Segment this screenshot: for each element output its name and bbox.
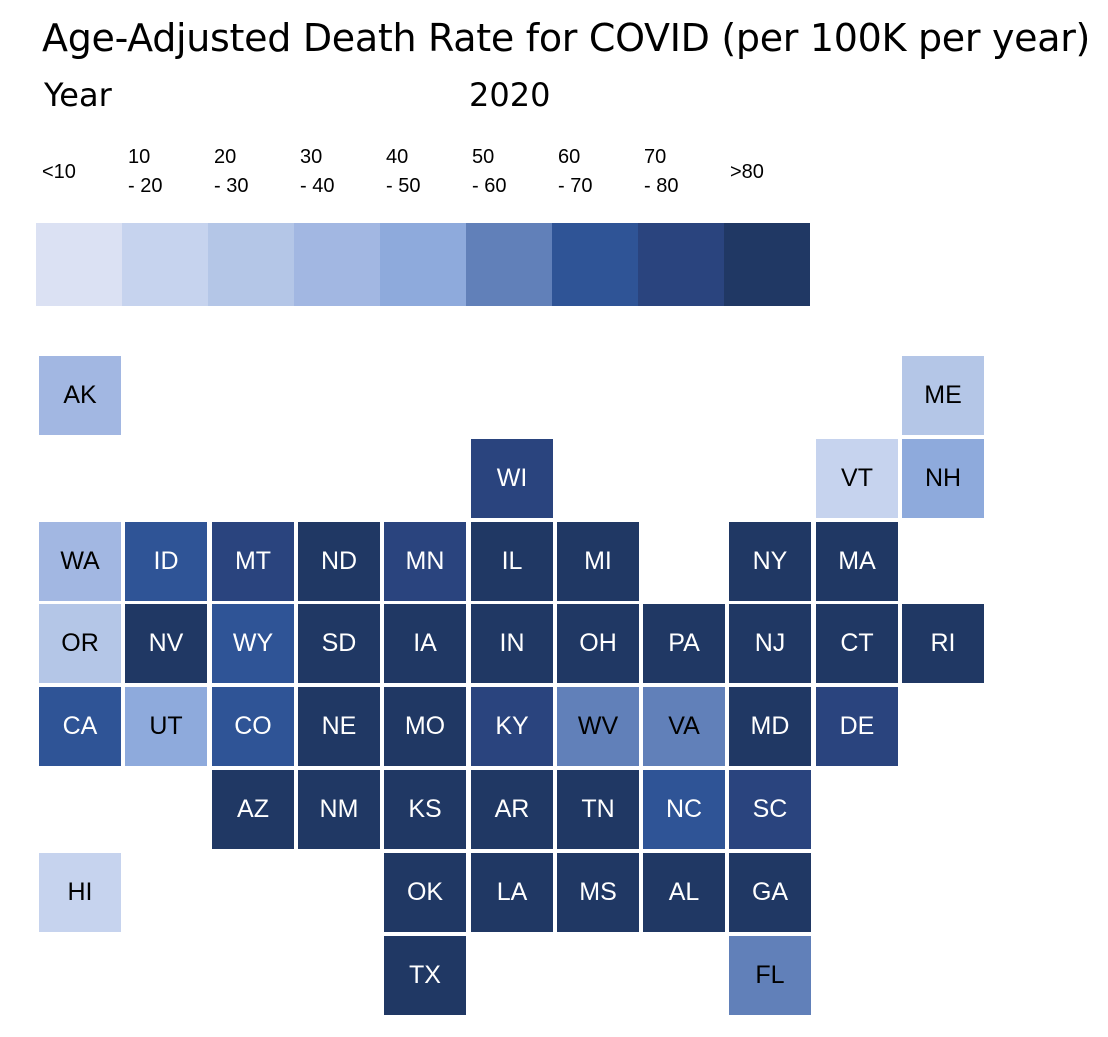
state-tile-ga: GA — [729, 853, 811, 932]
legend-label: >80 — [730, 161, 764, 183]
state-tile-oh: OH — [557, 604, 639, 683]
state-tile-ms: MS — [557, 853, 639, 932]
legend-label: 70 - 80 — [644, 146, 679, 197]
year-label: Year — [44, 76, 112, 114]
state-tile-co: CO — [212, 687, 294, 766]
state-tile-id: ID — [125, 522, 207, 601]
state-tile-ar: AR — [471, 770, 553, 849]
legend-swatch — [638, 223, 724, 306]
state-tile-wy: WY — [212, 604, 294, 683]
legend-label: 50 - 60 — [472, 146, 507, 197]
state-tile-ut: UT — [125, 687, 207, 766]
state-tile-il: IL — [471, 522, 553, 601]
state-tile-md: MD — [729, 687, 811, 766]
legend-label: 60 - 70 — [558, 146, 593, 197]
state-tile-in: IN — [471, 604, 553, 683]
state-tile-mo: MO — [384, 687, 466, 766]
state-tile-va: VA — [643, 687, 725, 766]
state-tile-nh: NH — [902, 439, 984, 518]
legend-swatch — [552, 223, 638, 306]
legend-swatch — [122, 223, 208, 306]
legend-label: 40 - 50 — [386, 146, 421, 197]
legend-label: <10 — [42, 161, 76, 183]
state-tile-ok: OK — [384, 853, 466, 932]
state-tile-sc: SC — [729, 770, 811, 849]
legend-swatch — [380, 223, 466, 306]
state-tile-tn: TN — [557, 770, 639, 849]
state-tile-hi: HI — [39, 853, 121, 932]
state-tile-nd: ND — [298, 522, 380, 601]
state-tile-nm: NM — [298, 770, 380, 849]
state-tile-wv: WV — [557, 687, 639, 766]
state-tile-ct: CT — [816, 604, 898, 683]
legend-swatch — [36, 223, 122, 306]
year-value: 2020 — [469, 76, 551, 114]
state-tile-de: DE — [816, 687, 898, 766]
state-tile-sd: SD — [298, 604, 380, 683]
page-title: Age-Adjusted Death Rate for COVID (per 1… — [42, 16, 1091, 60]
legend-label: 30 - 40 — [300, 146, 335, 197]
legend-swatch — [294, 223, 380, 306]
legend-swatch — [724, 223, 810, 306]
state-tile-mn: MN — [384, 522, 466, 601]
state-tile-nc: NC — [643, 770, 725, 849]
state-tile-ia: IA — [384, 604, 466, 683]
legend-swatch — [208, 223, 294, 306]
state-tile-nj: NJ — [729, 604, 811, 683]
state-tile-ne: NE — [298, 687, 380, 766]
state-tile-la: LA — [471, 853, 553, 932]
state-tile-az: AZ — [212, 770, 294, 849]
legend-label: 20 - 30 — [214, 146, 249, 197]
state-tile-or: OR — [39, 604, 121, 683]
state-tile-me: ME — [902, 356, 984, 435]
state-tile-ks: KS — [384, 770, 466, 849]
state-tile-ma: MA — [816, 522, 898, 601]
state-tile-wi: WI — [471, 439, 553, 518]
state-tile-wa: WA — [39, 522, 121, 601]
state-tile-ri: RI — [902, 604, 984, 683]
state-tile-pa: PA — [643, 604, 725, 683]
state-tile-ak: AK — [39, 356, 121, 435]
state-tile-ky: KY — [471, 687, 553, 766]
state-tile-mi: MI — [557, 522, 639, 601]
legend-swatch — [466, 223, 552, 306]
state-tile-ny: NY — [729, 522, 811, 601]
state-tile-tx: TX — [384, 936, 466, 1015]
state-tile-nv: NV — [125, 604, 207, 683]
state-tile-al: AL — [643, 853, 725, 932]
state-tile-vt: VT — [816, 439, 898, 518]
state-tile-fl: FL — [729, 936, 811, 1015]
state-tile-mt: MT — [212, 522, 294, 601]
state-tile-ca: CA — [39, 687, 121, 766]
legend-label: 10 - 20 — [128, 146, 163, 197]
